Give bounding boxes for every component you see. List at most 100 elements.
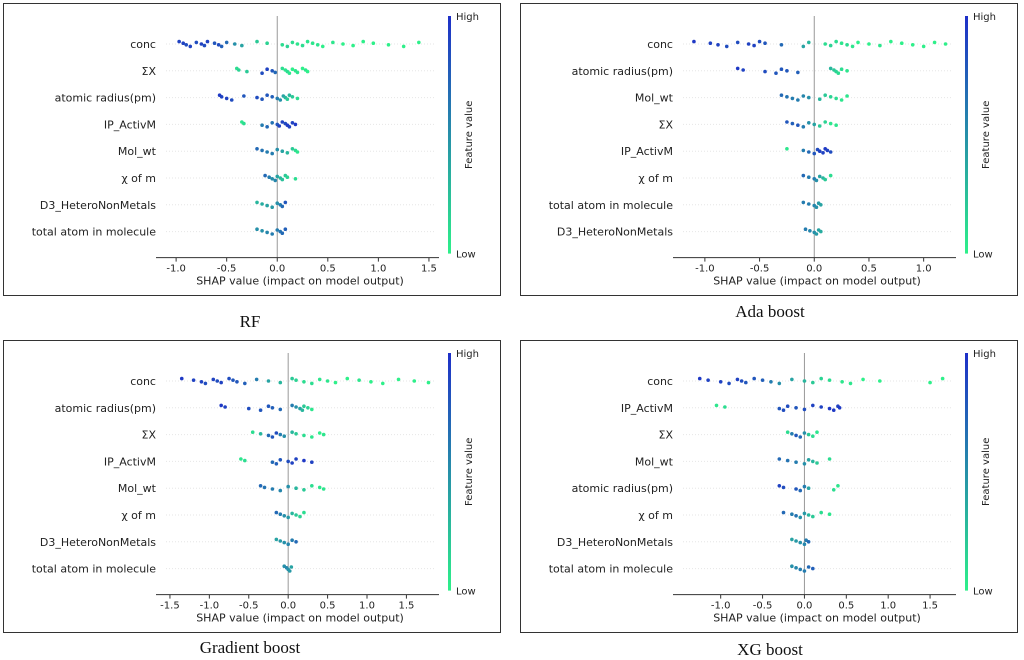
shap-point [785,69,789,73]
shap-point [823,177,828,182]
shap-point [921,44,926,49]
shap-point [801,125,806,129]
shap-point [270,487,275,491]
shap-point [794,539,798,543]
shap-point [333,380,338,385]
shap-point [255,227,259,231]
colorbar-high-label: High [973,12,996,23]
shap-point [294,405,298,409]
shap-point [827,457,832,461]
shap-point [270,151,274,156]
x-axis-label: SHAP value (impact on model output) [196,275,404,288]
shap-point [278,380,283,385]
shap-point [239,457,243,461]
shap-point [828,95,833,99]
shap-point [856,40,860,45]
shap-point [286,459,290,464]
shap-point [274,462,279,466]
shap-point [940,376,945,381]
x-tick-label: 0.5 [861,264,877,275]
shap-point [265,203,269,208]
shap-point [794,433,798,438]
shap-point [295,70,300,75]
shap-point [258,432,263,436]
shap-point [205,39,210,44]
x-tick-label: 1.0 [916,264,932,275]
shap-point [255,200,259,205]
shap-point [294,457,298,461]
shap-point [812,122,817,127]
feature-label: IP_ActivM [621,402,673,415]
shap-point [798,435,803,439]
shap-point [801,200,806,205]
shap-point [300,66,305,71]
shap-point [290,538,294,542]
shap-point [779,67,784,71]
shap-plot-rf: conc ΣΧ atomic radius(pm) IP_ActivM Mol_wt χ … [32,12,479,288]
shap-point [285,44,290,49]
shap-point [302,510,306,515]
shap-point [231,378,235,382]
shap-point [811,434,815,438]
shap-point [305,69,310,74]
shap-point [275,174,280,179]
shap-point [839,67,844,71]
shap-point [827,406,832,411]
shap-point [802,462,807,466]
shap-point [287,71,292,75]
shap-point [763,69,767,74]
shap-point [302,433,306,438]
shap-point [811,403,815,408]
x-tick-label: -0.5 [753,601,773,612]
shap-point [801,44,806,49]
shap-point [802,569,807,573]
shap-point [260,97,264,101]
shap-point [819,376,823,381]
x-tick-label: -1.5 [160,601,180,612]
shap-point [290,430,294,434]
shap-point [321,432,326,437]
shap-point [280,120,285,124]
shap-point [811,514,815,519]
shap-point [351,43,355,48]
shap-point [310,41,315,45]
shap-point [380,381,385,386]
shap-point [806,95,811,100]
feature-label: atomic radius(pm) [55,402,156,415]
feature-label: D3_HeteroNonMetals [557,226,673,239]
shap-point [294,432,298,436]
shap-point [298,514,302,519]
shap-point [273,70,278,75]
shap-point [243,381,247,386]
shap-point [741,68,745,72]
feature-label: IP_ActivM [104,118,156,131]
shap-point [295,150,300,154]
shap-point [803,227,808,231]
shap-point [215,379,220,383]
shap-point [278,432,283,437]
shap-point [735,66,740,71]
shap-point [275,147,280,152]
shap-point [202,43,207,48]
shap-point [295,42,300,46]
x-tick-label: 1.0 [359,601,375,612]
shap-point [232,42,237,46]
shap-point [781,408,786,412]
shap-point [836,484,840,488]
shap-point [361,39,366,44]
shap-point [386,43,391,47]
feature-label: conc [647,375,673,388]
shap-point [219,380,223,385]
colorbar-high-label: High [973,349,996,360]
shap-point [274,510,279,515]
shap-point [293,177,298,181]
shap-point [785,430,790,434]
shap-point [817,149,822,153]
shap-point [714,403,719,408]
shap-point [242,94,246,98]
shap-point [260,202,264,206]
x-tick-label: 1.5 [922,601,938,612]
shap-point [262,485,267,490]
colorbar-low-label: Low [456,250,476,261]
shap-point [294,540,298,544]
